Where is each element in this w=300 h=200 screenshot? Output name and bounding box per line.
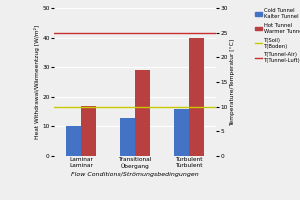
Bar [189, 38, 204, 156]
X-axis label: Flow Conditions/Strömungsbedingungen: Flow Conditions/Strömungsbedingungen [71, 172, 199, 177]
Y-axis label: Heat Withdrawal/Wärmeentzug [W/m²]: Heat Withdrawal/Wärmeentzug [W/m²] [34, 25, 40, 139]
Bar [81, 106, 96, 156]
Bar [120, 118, 135, 156]
Bar [135, 70, 150, 156]
Legend: Cold Tunnel
Kalter Tunnel, Hot Tunnel
Warmer Tunnel, T(Soil)
T(Boden), T(Tunnel-: Cold Tunnel Kalter Tunnel, Hot Tunnel Wa… [254, 8, 300, 64]
Bar [66, 126, 81, 156]
Bar [174, 109, 189, 156]
Y-axis label: Temperature/Temperatur [°C]: Temperature/Temperatur [°C] [230, 38, 236, 126]
